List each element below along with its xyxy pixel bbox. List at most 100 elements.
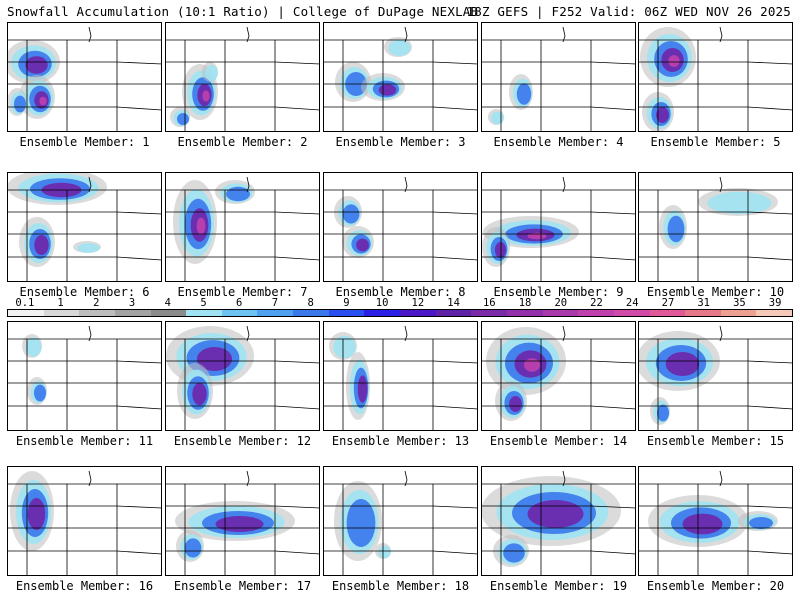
- colorbar-swatch: [685, 310, 721, 316]
- state-borders: [323, 325, 478, 431]
- map-frame: [165, 172, 320, 282]
- state-borders: [165, 26, 320, 132]
- map-frame: [481, 321, 636, 431]
- border-line: [274, 505, 320, 509]
- colorbar-tick-label: 3: [128, 297, 136, 309]
- snowfall-map: [481, 321, 636, 431]
- border-line: [432, 256, 478, 261]
- ensemble-map-panel: [7, 172, 162, 282]
- colorbar-swatch: [756, 310, 793, 316]
- snowfall-field: [166, 326, 254, 419]
- colorbar-swatch: [649, 310, 686, 316]
- ensemble-member-caption: Ensemble Member: 6: [19, 285, 150, 299]
- ensemble-map-panel: [323, 22, 478, 132]
- snowfall-contour: [192, 382, 207, 406]
- border-line: [747, 211, 793, 215]
- snowfall-contour: [378, 84, 397, 96]
- snowfall-map: [7, 466, 162, 576]
- snowfall-contour: [667, 215, 685, 243]
- colorbar-swatch: [578, 310, 614, 316]
- snowfall-map: [638, 321, 793, 431]
- colorbar-swatch: [150, 310, 187, 316]
- ensemble-member-caption: Ensemble Member: 14: [489, 434, 628, 448]
- map-frame: [638, 466, 793, 576]
- colorbar-tick-label: 20: [554, 297, 568, 309]
- border-line: [719, 470, 723, 487]
- border-line: [562, 26, 566, 43]
- state-borders: [165, 325, 320, 431]
- border-line: [562, 325, 566, 342]
- map-frame: [481, 466, 636, 576]
- border-line: [719, 26, 723, 43]
- border-line: [274, 106, 320, 111]
- snowfall-contour: [707, 191, 772, 215]
- border-line: [432, 550, 478, 555]
- snowfall-contour: [356, 238, 369, 252]
- border-line: [116, 256, 162, 261]
- border-line: [116, 505, 162, 509]
- colorbar-tick-label: 18: [518, 297, 532, 309]
- ensemble-map-panel: [481, 172, 636, 282]
- border-line: [432, 360, 478, 364]
- ensemble-member-caption: Ensemble Member: 8: [335, 285, 466, 299]
- map-frame: [481, 22, 636, 132]
- snowfall-contour: [682, 513, 723, 535]
- border-line: [747, 505, 793, 509]
- colorbar-tick-label: 5: [200, 297, 207, 309]
- snowfall-map: [165, 172, 320, 282]
- colorbar-tick-label: 2: [93, 297, 100, 309]
- border-line: [116, 106, 162, 111]
- snowfall-map: [638, 22, 793, 132]
- state-borders: [165, 176, 320, 282]
- state-borders: [481, 470, 636, 576]
- colorbar-swatch: [328, 310, 365, 316]
- map-frame: [7, 321, 162, 431]
- snowfall-contour: [196, 347, 233, 371]
- ensemble-member-caption: Ensemble Member: 15: [646, 434, 785, 448]
- snowfall-contour: [25, 56, 48, 74]
- snowfall-contour: [668, 55, 680, 67]
- border-line: [246, 176, 250, 193]
- state-borders: [7, 26, 162, 132]
- border-line: [432, 505, 478, 509]
- colorbar-swatch: [257, 310, 294, 316]
- state-borders: [481, 26, 636, 132]
- snowfall-contour: [34, 235, 49, 255]
- ensemble-member-caption: Ensemble Member: 17: [173, 579, 312, 593]
- ensemble-map-panel: [165, 22, 320, 132]
- ensemble-map-panel: [481, 466, 636, 576]
- colorbar-tick-label: 35: [733, 297, 746, 309]
- colorbar-tick-label: 9: [343, 297, 350, 309]
- snowfall-field: [488, 74, 533, 125]
- snowfall-contour: [27, 498, 46, 530]
- ensemble-map-panel: [481, 22, 636, 132]
- colorbar-swatch: [8, 310, 44, 316]
- map-frame: [165, 321, 320, 431]
- ensemble-member-caption: Ensemble Member: 16: [15, 579, 154, 593]
- snowfall-contour: [184, 538, 202, 558]
- snowfall-contour: [333, 335, 356, 359]
- border-line: [590, 505, 636, 509]
- colorbar-tick-label: 1: [57, 297, 64, 309]
- snowfall-map: [638, 466, 793, 576]
- snowfall-contour: [215, 516, 264, 532]
- snowfall-contour: [205, 65, 218, 81]
- colorbar-swatch: [293, 310, 329, 316]
- snowfall-map: [481, 172, 636, 282]
- border-line: [747, 360, 793, 364]
- border-line: [562, 176, 566, 193]
- ensemble-member-caption: Ensemble Member: 1: [19, 135, 150, 149]
- border-line: [116, 211, 162, 215]
- map-frame: [481, 172, 636, 282]
- state-borders: [7, 325, 162, 431]
- snowfall-map: [165, 321, 320, 431]
- border-line: [747, 405, 793, 410]
- snowfall-contour: [34, 384, 46, 402]
- colorbar-swatch: [364, 310, 401, 316]
- border-line: [747, 61, 793, 65]
- state-borders: [481, 176, 636, 282]
- border-line: [590, 211, 636, 215]
- snowfall-contour: [77, 243, 100, 253]
- border-line: [88, 176, 92, 193]
- border-line: [590, 61, 636, 65]
